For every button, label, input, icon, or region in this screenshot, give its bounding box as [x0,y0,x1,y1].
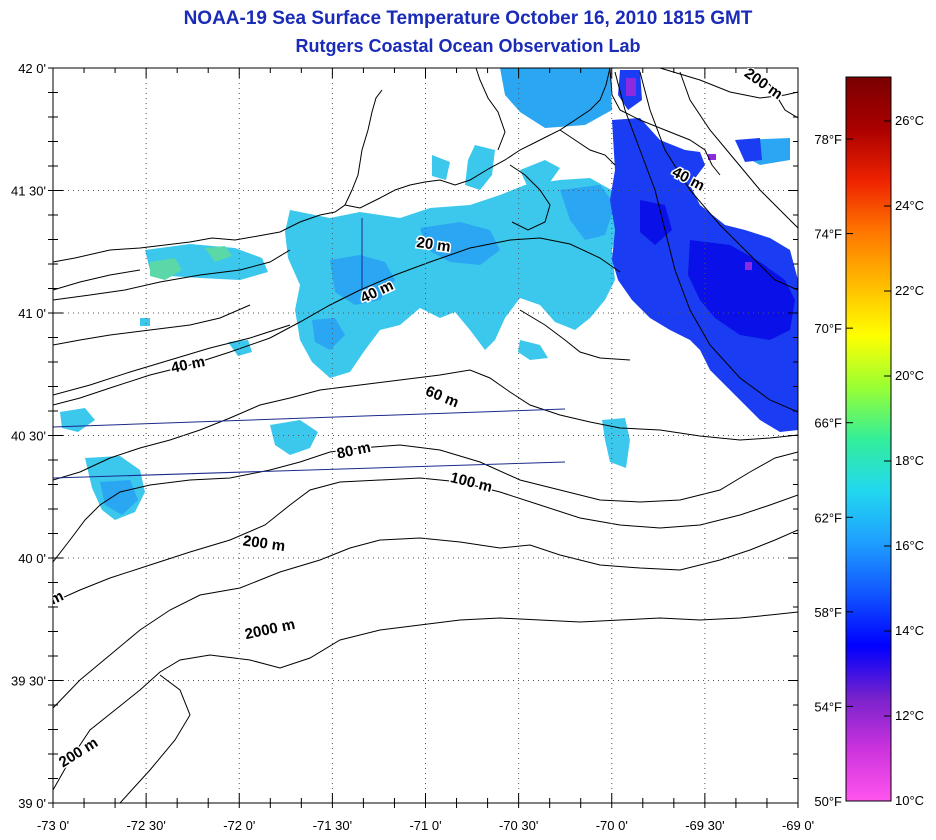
lon-label: -70 30' [499,818,538,833]
sst-patches-cyan [60,145,630,520]
sst-patches-deep-blue [640,200,795,340]
reference-lines [53,218,566,479]
map-ticks [48,67,799,808]
depth-contour-label: 80 m [335,439,372,463]
lon-label: -71 0' [409,818,441,833]
lat-label: 39 0' [18,796,46,811]
depth-contour-label: m [47,587,66,608]
lon-label: -73 0' [37,818,69,833]
sst-patches-magenta [626,78,752,270]
lat-label: 41 30' [11,184,46,199]
map-title: NOAA-19 Sea Surface Temperature October … [183,8,753,29]
lat-label: 40 30' [11,429,46,444]
lat-label: 39 30' [11,674,46,689]
lon-label: -69 30' [685,818,724,833]
depth-contour-label: 40 m [170,353,207,377]
map-grid [53,68,798,803]
depth-contour-label: 100 m [449,469,494,496]
lon-label: -72 30' [126,818,165,833]
depth-contour-label: 200 m [56,734,101,771]
depth-contour-label: 20 m [415,234,451,256]
sst-patches-green [150,246,232,280]
lon-label: -69 0' [782,818,814,833]
depth-contours [53,71,798,803]
lon-label: -72 0' [223,818,255,833]
lat-label: 40 0' [18,551,46,566]
lon-labels: -73 0' -72 30' -72 0' -71 30' -71 0' -70 30' -… [37,818,814,833]
depth-contour-label: 200 m [242,532,286,555]
map-subtitle: Rutgers Coastal Ocean Observation Lab [295,36,641,56]
depth-contour-label: 2000 m [243,616,296,643]
lat-label: 42 0' [18,61,46,76]
lat-labels: 42 0' 41 30' 41 0' 40 30' 40 0' 39 30' 39 0' [11,61,46,811]
lon-label: -70 0' [596,818,628,833]
lat-label: 41 0' [18,306,46,321]
lon-label: -71 30' [313,818,352,833]
coastline [53,68,798,301]
depth-contour-label: 60 m [423,383,461,412]
